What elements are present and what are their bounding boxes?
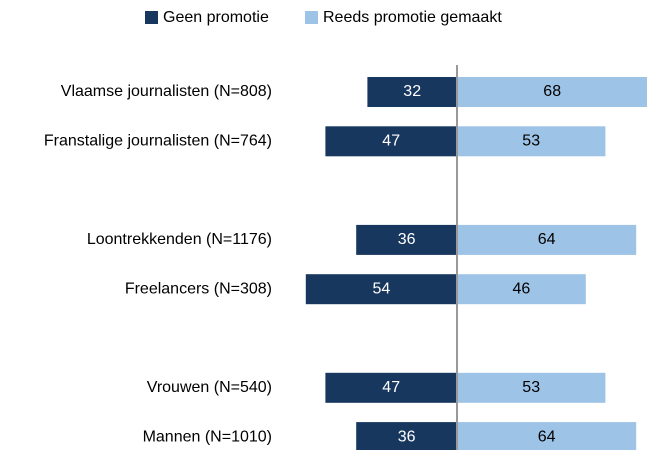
bar <box>457 274 586 305</box>
legend-swatch <box>305 11 318 24</box>
category-label: Franstalige journalisten (N=764) <box>44 133 272 150</box>
data-label: 53 <box>522 133 540 150</box>
data-label: 36 <box>398 231 416 248</box>
bar <box>305 274 457 305</box>
data-label: 54 <box>373 280 391 297</box>
category-label: Vrouwen (N=540) <box>147 379 272 396</box>
bar <box>356 224 457 255</box>
data-label: 32 <box>403 83 421 100</box>
bar <box>457 372 606 403</box>
bar <box>325 126 457 157</box>
data-label: 46 <box>513 280 531 297</box>
data-label: 36 <box>398 428 416 445</box>
legend-label: Geen promotie <box>163 9 269 26</box>
bar <box>356 422 457 450</box>
data-label: 68 <box>543 83 561 100</box>
bar <box>457 126 606 157</box>
bar <box>457 422 637 450</box>
legend-swatch <box>145 11 158 24</box>
data-label: 53 <box>522 379 540 396</box>
legend-label: Reeds promotie gemaakt <box>323 9 502 26</box>
category-label: Mannen (N=1010) <box>143 428 272 445</box>
bar <box>457 224 637 255</box>
bar <box>367 77 457 107</box>
data-label: 64 <box>538 428 556 445</box>
category-label: Loontrekkenden (N=1176) <box>87 231 272 248</box>
bar <box>457 77 647 107</box>
data-label: 47 <box>382 133 400 150</box>
bar <box>325 372 457 403</box>
category-label: Vlaamse journalisten (N=808) <box>61 83 272 100</box>
data-label: 47 <box>382 379 400 396</box>
category-label: Freelancers (N=308) <box>125 280 272 297</box>
data-label: 64 <box>538 231 556 248</box>
